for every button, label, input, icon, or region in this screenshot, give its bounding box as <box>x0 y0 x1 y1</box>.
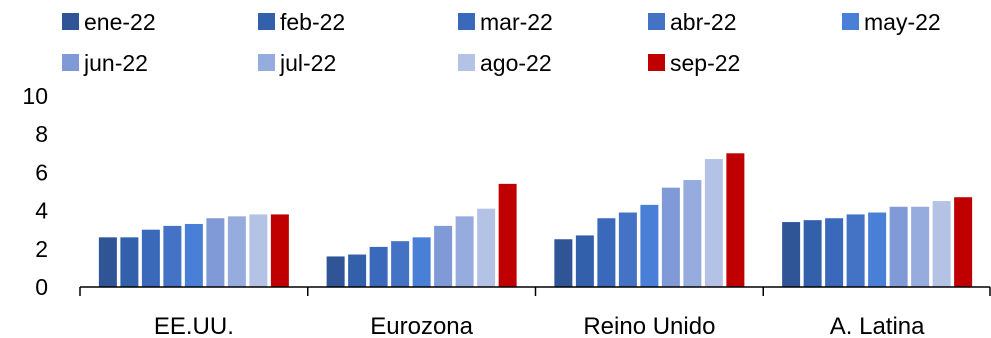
x-category-label: A. Latina <box>830 313 925 338</box>
legend-label-ene-22: ene-22 <box>84 9 156 35</box>
bar-Eurozona-ene-22 <box>326 256 345 287</box>
bar-Reino Unido-jun-22 <box>661 187 680 287</box>
bar-Reino Unido-sep-22 <box>726 153 745 287</box>
bar-A. Latina-mar-22 <box>825 218 844 287</box>
bar-A. Latina-jun-22 <box>889 206 908 287</box>
bar-EE.UU.-mar-22 <box>141 229 160 287</box>
bar-Eurozona-feb-22 <box>348 254 367 287</box>
legend-label-sep-22: sep-22 <box>670 50 740 76</box>
y-tick-label: 6 <box>35 159 48 185</box>
bar-A. Latina-ago-22 <box>932 201 951 287</box>
bar-A. Latina-jul-22 <box>911 206 930 287</box>
legend-swatch-abr-22 <box>648 13 665 30</box>
bar-EE.UU.-ene-22 <box>98 237 117 287</box>
x-category-label: EE.UU. <box>154 313 234 338</box>
bars <box>98 153 973 287</box>
bar-EE.UU.-jul-22 <box>227 216 246 287</box>
x-category-label: Reino Unido <box>583 313 715 338</box>
bar-EE.UU.-feb-22 <box>120 237 139 287</box>
y-tick-label: 0 <box>35 274 48 300</box>
bar-A. Latina-sep-22 <box>954 197 973 287</box>
bar-EE.UU.-sep-22 <box>270 214 289 287</box>
legend-swatch-ago-22 <box>458 54 475 71</box>
x-axis: EE.UU. Eurozona Reino Unido A. Latina <box>79 286 991 338</box>
legend-label-jun-22: jun-22 <box>83 50 148 76</box>
bar-Reino Unido-abr-22 <box>618 212 637 287</box>
bar-EE.UU.-abr-22 <box>163 225 182 287</box>
y-tick-label: 10 <box>22 83 48 109</box>
y-tick-label: 4 <box>35 198 48 224</box>
bar-Reino Unido-jul-22 <box>683 180 702 287</box>
legend-swatch-jun-22 <box>62 54 79 71</box>
legend-label-jul-22: jul-22 <box>279 50 336 76</box>
legend-label-mar-22: mar-22 <box>480 9 553 35</box>
bar-A. Latina-feb-22 <box>803 220 822 287</box>
bar-Eurozona-mar-22 <box>369 246 388 287</box>
bar-Eurozona-jun-22 <box>434 225 453 287</box>
bar-Eurozona-sep-22 <box>498 183 517 287</box>
bar-A. Latina-abr-22 <box>846 214 865 287</box>
legend-label-ago-22: ago-22 <box>480 50 552 76</box>
bar-Reino Unido-feb-22 <box>575 235 594 287</box>
bar-Reino Unido-mar-22 <box>597 218 616 287</box>
legend-label-feb-22: feb-22 <box>280 9 345 35</box>
legend-swatch-sep-22 <box>648 54 665 71</box>
legend-swatch-jul-22 <box>258 54 275 71</box>
bar-Eurozona-ago-22 <box>477 208 496 287</box>
bar-A. Latina-may-22 <box>868 212 887 287</box>
bar-Reino Unido-ene-22 <box>554 239 573 287</box>
bar-Reino Unido-may-22 <box>640 204 659 287</box>
legend-swatch-feb-22 <box>258 13 275 30</box>
y-axis: 0 2 4 6 8 10 <box>22 83 48 300</box>
legend-swatch-mar-22 <box>458 13 475 30</box>
bar-Eurozona-may-22 <box>412 237 431 287</box>
bar-Eurozona-abr-22 <box>391 241 410 287</box>
bar-Eurozona-jul-22 <box>455 216 474 287</box>
bar-EE.UU.-jun-22 <box>206 218 225 287</box>
legend-swatch-ene-22 <box>62 13 79 30</box>
legend-swatch-may-22 <box>842 13 859 30</box>
legend: ene-22 feb-22 mar-22 abr-22 may-22 jun-22 jul-… <box>62 9 941 76</box>
y-tick-label: 2 <box>35 236 48 262</box>
bar-A. Latina-ene-22 <box>782 222 801 287</box>
legend-label-abr-22: abr-22 <box>670 9 736 35</box>
y-tick-label: 8 <box>35 121 48 147</box>
x-category-label: Eurozona <box>370 313 473 338</box>
bar-Reino Unido-ago-22 <box>704 159 723 287</box>
legend-label-may-22: may-22 <box>864 9 941 35</box>
bar-EE.UU.-may-22 <box>184 223 203 287</box>
bar-EE.UU.-ago-22 <box>249 214 268 287</box>
